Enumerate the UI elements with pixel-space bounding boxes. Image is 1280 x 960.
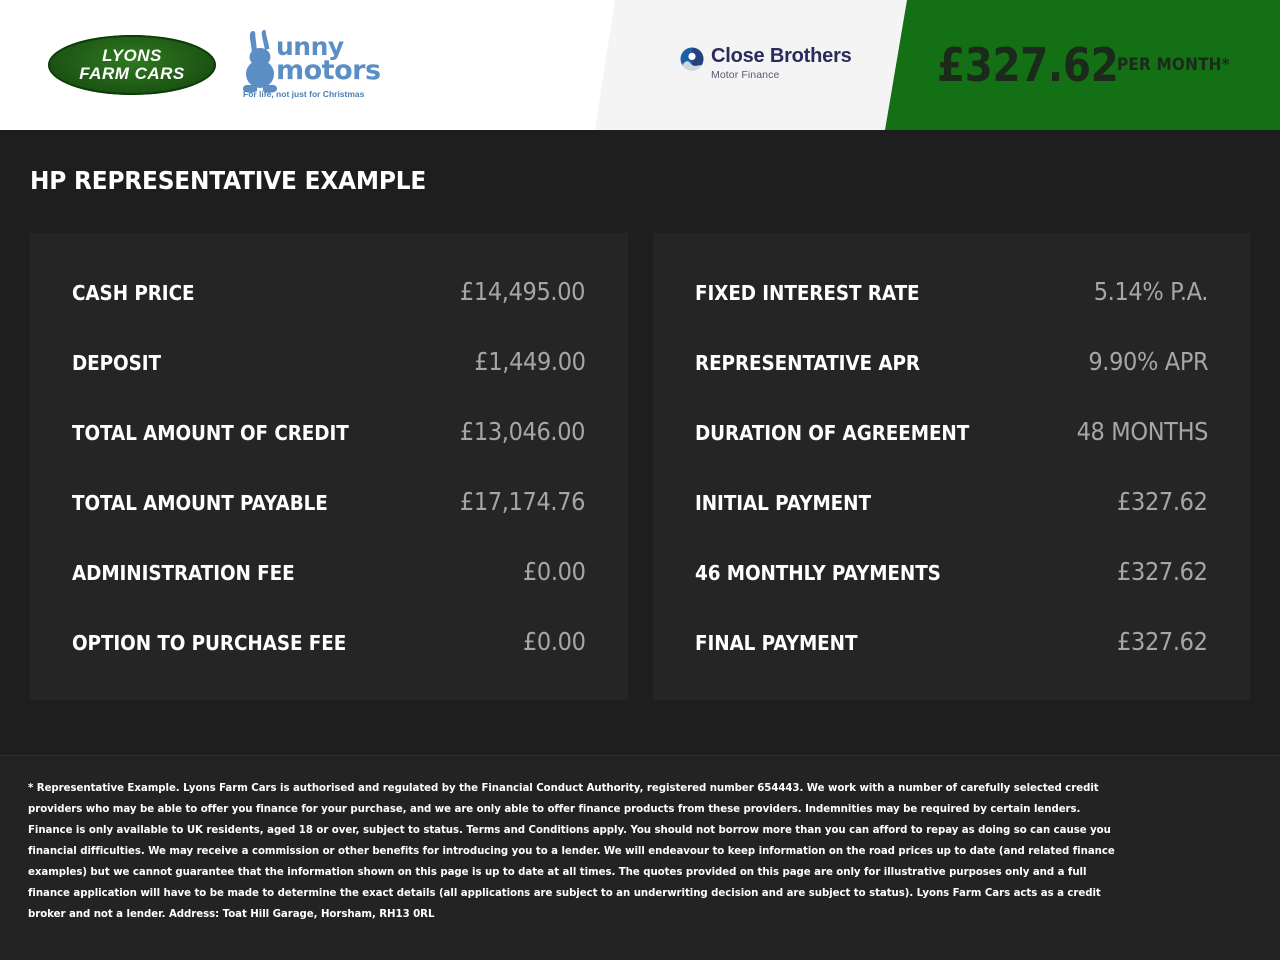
row-label: OPTION TO PURCHASE FEE [72, 631, 347, 655]
finance-details-panels: CASH PRICE £14,495.00 DEPOSIT £1,449.00 … [0, 233, 1280, 700]
row-value: £0.00 [522, 557, 586, 586]
bunny-word-unny: unny [276, 32, 344, 61]
finance-panel-right: FIXED INTEREST RATE 5.14% P.A. REPRESENT… [652, 233, 1250, 700]
table-row: FINAL PAYMENT £327.62 [695, 627, 1209, 697]
monthly-price-amount: £327.62 [937, 38, 1119, 92]
table-row: OPTION TO PURCHASE FEE £0.00 [72, 627, 586, 697]
row-value: £327.62 [1117, 557, 1208, 586]
bunny-word-motors: motors [276, 55, 381, 86]
close-brothers-name: Close Brothers [711, 45, 852, 67]
bunny-motors-wordmark: unny motors [276, 32, 388, 89]
table-row: DEPOSIT £1,449.00 [72, 347, 586, 417]
row-label: INITIAL PAYMENT [694, 491, 871, 515]
row-value: £17,174.76 [460, 487, 586, 516]
table-row: CASH PRICE £14,495.00 [72, 277, 586, 347]
row-value: £0.00 [522, 627, 586, 656]
header-offwhite-zone [595, 0, 935, 130]
monthly-price-period: PER MONTH* [1117, 55, 1230, 75]
table-row: FIXED INTEREST RATE 5.14% P.A. [695, 277, 1209, 347]
row-label: CASH PRICE [72, 281, 195, 305]
close-brothers-wordmark: Close Brothers Motor Finance [711, 46, 852, 81]
table-row: TOTAL AMOUNT PAYABLE £17,174.76 [72, 487, 586, 557]
close-brothers-logo[interactable]: Close Brothers Motor Finance [680, 46, 852, 81]
table-row: DURATION OF AGREEMENT 48 MONTHS [695, 417, 1209, 487]
lyons-logo-line1: LYONS [102, 45, 162, 65]
bunny-motors-logo[interactable]: unny motors For life, not just for Chris… [240, 27, 388, 107]
row-value: £327.62 [1117, 487, 1208, 516]
table-row: INITIAL PAYMENT £327.62 [695, 487, 1209, 557]
lyons-farm-cars-logo[interactable]: LYONS FARM CARS [48, 35, 216, 95]
row-label: ADMINISTRATION FEE [72, 561, 295, 585]
row-value: 48 MONTHS [1076, 417, 1209, 446]
lyons-logo-line2: FARM CARS [79, 64, 185, 83]
disclaimer-text: * Representative Example. Lyons Farm Car… [28, 782, 1115, 920]
row-label: FIXED INTEREST RATE [694, 281, 920, 305]
row-value: £327.62 [1117, 627, 1208, 656]
table-row: ADMINISTRATION FEE £0.00 [72, 557, 586, 627]
row-value: 9.90% APR [1088, 347, 1208, 376]
bunny-motors-tagline: For life, not just for Christmas [243, 89, 365, 99]
page-title: HP REPRESENTATIVE EXAMPLE [30, 166, 427, 195]
row-value: £1,449.00 [474, 347, 586, 376]
row-value: £13,046.00 [460, 417, 586, 446]
table-row: 46 MONTHLY PAYMENTS £327.62 [695, 557, 1209, 627]
table-row: TOTAL AMOUNT OF CREDIT £13,046.00 [72, 417, 586, 487]
row-value: £14,495.00 [460, 277, 586, 306]
row-label: REPRESENTATIVE APR [694, 351, 920, 375]
finance-panel-left: CASH PRICE £14,495.00 DEPOSIT £1,449.00 … [30, 233, 628, 700]
row-value: 5.14% P.A. [1093, 277, 1209, 306]
row-label: 46 MONTHLY PAYMENTS [694, 561, 941, 585]
row-label: TOTAL AMOUNT PAYABLE [72, 491, 328, 515]
table-row: REPRESENTATIVE APR 9.90% APR [695, 347, 1209, 417]
disclaimer-section: * Representative Example. Lyons Farm Car… [0, 755, 1280, 960]
row-label: TOTAL AMOUNT OF CREDIT [72, 421, 349, 445]
row-label: DURATION OF AGREEMENT [694, 421, 969, 445]
main-content: HP REPRESENTATIVE EXAMPLE CASH PRICE £14… [0, 130, 1280, 755]
bunny-rabbit-icon [242, 29, 278, 93]
close-brothers-circle-icon [680, 47, 704, 71]
row-label: DEPOSIT [72, 351, 161, 375]
monthly-price-banner: £327.62 PER MONTH* [885, 0, 1280, 130]
page-header: LYONS FARM CARS unny motors For life, no… [0, 0, 1280, 130]
close-brothers-subtitle: Motor Finance [711, 69, 780, 81]
row-label: FINAL PAYMENT [694, 631, 858, 655]
